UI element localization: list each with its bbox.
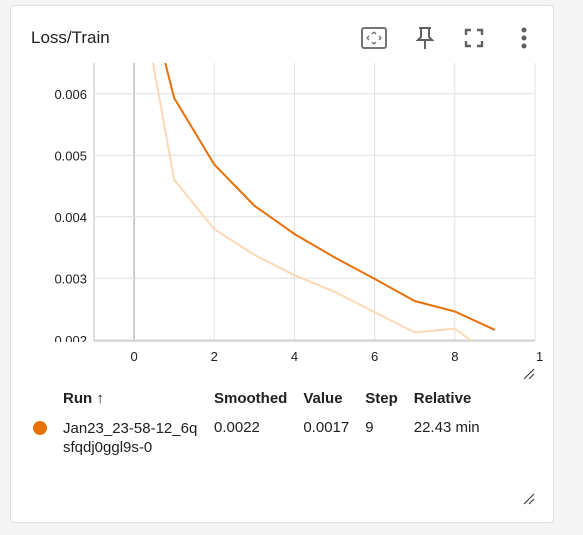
x-tick-label: 1	[536, 349, 543, 364]
value-header[interactable]: Value	[295, 384, 357, 413]
y-tick-label: 0.006	[54, 87, 87, 102]
raw-series-line	[134, 6, 495, 358]
step-header[interactable]: Step	[357, 384, 406, 413]
chart-resize-icon[interactable]	[523, 368, 535, 380]
step-value: 9	[357, 413, 406, 463]
y-tick-label: 0.004	[54, 210, 87, 225]
x-tick-label: 6	[371, 349, 378, 364]
y-tick-label: 0.002	[54, 333, 87, 348]
x-tick-label: 4	[291, 349, 298, 364]
run-color-dot	[33, 421, 47, 435]
run-color-cell	[29, 413, 55, 463]
smoothed-series-line	[134, 6, 495, 330]
y-tick-label: 0.003	[54, 271, 87, 286]
loss-chart[interactable]: 0.006 0.005 0.004 0.003 0.002 0 2 4 6 8 1	[11, 6, 555, 386]
x-tick-label: 0	[130, 349, 137, 364]
table-resize-icon[interactable]	[523, 493, 535, 505]
x-tick-label: 8	[451, 349, 458, 364]
relative-header[interactable]: Relative	[406, 384, 488, 413]
y-tick-label: 0.005	[54, 148, 87, 163]
raw-value: 0.0017	[295, 413, 357, 463]
scalar-card: Loss/Train 0.006 0.005 0.004 0.003 0.002 0 2 4 6…	[10, 5, 554, 523]
table-row: Jan23_23-58-12_6qsfqdj0ggl9s-0 0.0022 0.…	[29, 413, 488, 463]
color-header	[29, 384, 55, 413]
run-header[interactable]: Run ↑	[55, 384, 206, 413]
smoothed-value: 0.0022	[206, 413, 295, 463]
run-name: Jan23_23-58-12_6qsfqdj0ggl9s-0	[55, 413, 206, 463]
x-tick-label: 2	[211, 349, 218, 364]
smoothed-header[interactable]: Smoothed	[206, 384, 295, 413]
relative-value: 22.43 min	[406, 413, 488, 463]
runs-table: Run ↑ Smoothed Value Step Relative Jan23…	[29, 384, 488, 463]
